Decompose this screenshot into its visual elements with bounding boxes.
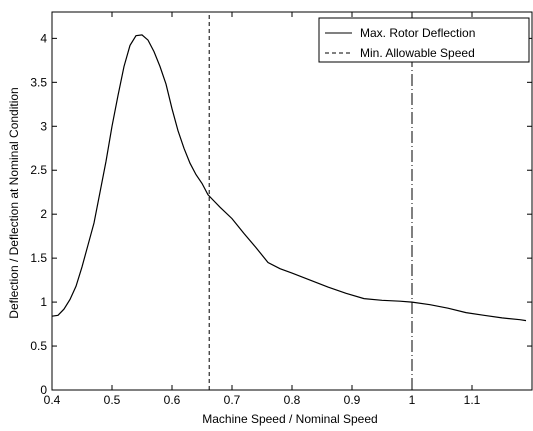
y-tick-label: 3 — [40, 119, 47, 133]
x-tick-label: 1.1 — [464, 393, 481, 407]
reference-lines — [208, 12, 413, 390]
y-tick-label: 1 — [40, 295, 47, 309]
y-tick-label: 2 — [40, 207, 47, 221]
legend-label-rotor-deflection: Max. Rotor Deflection — [360, 26, 475, 40]
x-tick-label: 0.9 — [344, 393, 361, 407]
series-layer — [51, 34, 527, 322]
x-tick-label: 0.4 — [44, 393, 61, 407]
y-tick-label: 3.5 — [30, 75, 47, 89]
rotor-deflection-line — [51, 34, 527, 322]
x-tick-label: 0.6 — [164, 393, 181, 407]
x-axis-label: Machine Speed / Nominal Speed — [202, 412, 377, 426]
y-axis-ticks: 0 0.5 1 1.5 2 2.5 3 3.5 4 — [30, 31, 532, 397]
legend: Max. Rotor Deflection Min. Allowable Spe… — [318, 17, 530, 63]
y-tick-label: 2.5 — [30, 163, 47, 177]
y-tick-label: 4 — [40, 31, 47, 45]
y-tick-label: 0 — [40, 383, 47, 397]
y-axis-label: Deflection / Deflection at Nominal Condi… — [7, 87, 21, 318]
legend-box — [318, 17, 530, 63]
x-tick-label: 1 — [409, 393, 416, 407]
legend-label-min-speed: Min. Allowable Speed — [360, 46, 475, 60]
x-axis-ticks: 0.4 0.5 0.6 0.7 0.8 0.9 1 1.1 — [44, 12, 481, 407]
plot-area — [51, 11, 533, 391]
x-tick-label: 0.8 — [284, 393, 301, 407]
x-tick-label: 0.5 — [104, 393, 121, 407]
y-tick-label: 0.5 — [30, 339, 47, 353]
y-tick-label: 1.5 — [30, 251, 47, 265]
x-tick-label: 0.7 — [224, 393, 241, 407]
